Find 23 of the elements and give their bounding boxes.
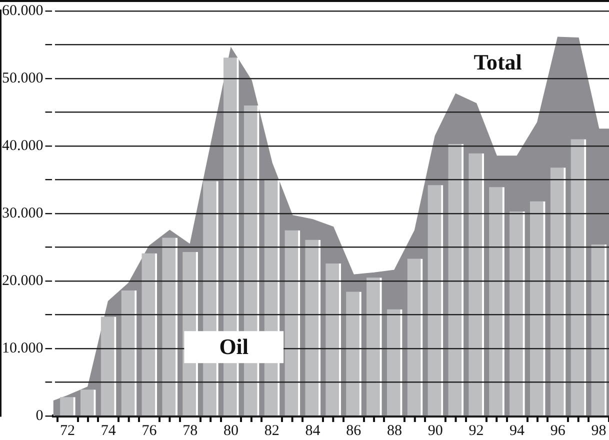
- y-tick-label: 60.000: [2, 2, 44, 19]
- x-tick-label: 76: [142, 422, 158, 439]
- x-tick-label: 86: [346, 422, 362, 439]
- x-tick-label: 92: [468, 422, 484, 439]
- x-tick-label: 98: [591, 422, 606, 439]
- y-tick-label: 30.000: [2, 205, 44, 222]
- y-tick-label: 10.000: [2, 340, 44, 356]
- x-tick-label: 96: [550, 422, 566, 439]
- series-label: Total: [474, 49, 522, 74]
- x-tick-label: 72: [60, 422, 76, 439]
- x-tick-label: 90: [428, 422, 443, 439]
- x-tick-label: 74: [100, 422, 116, 439]
- y-tick-label: 50.000: [2, 70, 44, 86]
- y-tick-label: 0: [36, 408, 44, 424]
- x-tick-label: 82: [264, 422, 280, 439]
- x-tick-label: 88: [386, 422, 402, 439]
- y-tick-label: 40.000: [2, 138, 44, 154]
- y-tick-label: 20.000: [2, 272, 44, 289]
- x-tick-label: 94: [510, 422, 526, 439]
- series-label: Oil: [219, 334, 249, 359]
- x-tick-label: 84: [305, 422, 321, 439]
- x-tick-label: 78: [182, 422, 198, 439]
- x-tick-label: 80: [224, 422, 239, 439]
